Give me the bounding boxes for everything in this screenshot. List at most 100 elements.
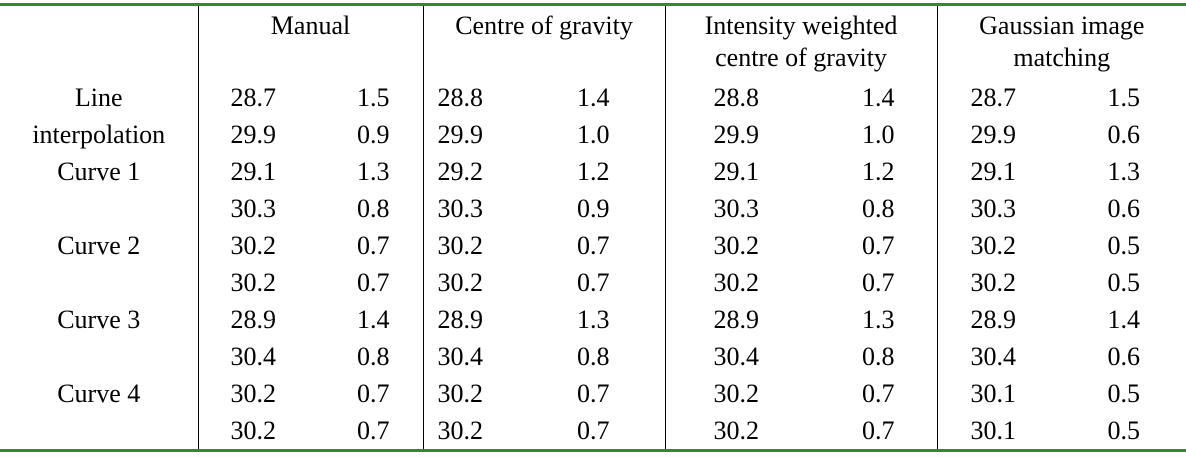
value-cell: 30.2	[422, 263, 545, 301]
row-label: Curve 4	[0, 375, 198, 451]
data-row: Curve 2 30.2 0.7 30.2 0.7 30.2 0.7 30.2 0.5	[0, 226, 1186, 264]
value-cell: 30.3	[664, 189, 802, 227]
row-label: Curve 2	[0, 227, 198, 301]
value-cell: 0.8	[862, 341, 895, 371]
value-cell: 0.6	[1107, 341, 1141, 371]
value-cell: 1.4	[1107, 304, 1141, 334]
data-row: Curve 4 30.2 0.7 30.2 0.7 30.2 0.7 30.1 0.5	[0, 374, 1186, 412]
value-cell: 0.7	[862, 267, 895, 297]
text-line: Curve 4	[57, 378, 141, 408]
text-line: Curve 1	[57, 156, 141, 186]
column-header: Centre of gravity	[422, 4, 666, 79]
value-cell: 30.2	[664, 263, 802, 301]
value-cell: 0.5	[1107, 415, 1141, 445]
value-cell: 0.6	[1107, 119, 1141, 149]
data-row: 29.9 0.9 29.9 1.0 29.9 1.0 29.9 0.6	[0, 115, 1186, 153]
value-cell: 30.3	[936, 189, 1062, 227]
text-line: Curve 3	[57, 304, 141, 334]
text-line: Manual	[270, 11, 351, 40]
value-cell: 0.8	[357, 193, 390, 223]
data-row: Line interpolation 28.7 1.5 28.8 1.4 28.8 1.4 28…	[0, 78, 1186, 149]
value-cell: 28.8	[664, 78, 802, 116]
text-line: interpolation	[32, 119, 166, 149]
value-cell: 29.1	[936, 152, 1062, 190]
value-cell: 29.9	[664, 115, 802, 153]
value-cell: 0.5	[1107, 267, 1141, 297]
value-cell: 1.3	[862, 304, 895, 334]
value-cell: 0.7	[357, 230, 390, 260]
value-cell: 30.2	[664, 374, 802, 412]
data-row: 30.3 0.8 30.3 0.9 30.3 0.8 30.3 0.6	[0, 189, 1186, 227]
value-cell: 29.1	[197, 152, 310, 190]
text-line: matching	[1013, 43, 1111, 72]
value-cell: 0.5	[1107, 230, 1141, 260]
value-cell: 1.3	[357, 156, 390, 186]
value-cell: 28.7	[936, 78, 1062, 116]
value-cell: 30.2	[664, 411, 802, 450]
value-cell: 0.9	[357, 119, 390, 149]
data-row: Curve 3 28.9 1.4 28.9 1.3 28.9 1.3 28.9 1.4	[0, 300, 1186, 338]
value-cell: 0.8	[577, 341, 610, 371]
value-cell: 29.2	[422, 152, 545, 190]
value-cell: 1.0	[862, 119, 895, 149]
value-cell: 1.4	[862, 82, 895, 112]
row-label: Curve 1	[0, 153, 198, 227]
value-cell: 30.2	[422, 226, 545, 264]
value-cell: 0.8	[357, 341, 390, 371]
value-cell: 0.9	[577, 193, 610, 223]
value-cell: 1.5	[357, 82, 390, 112]
value-cell: 30.2	[422, 374, 545, 412]
header-row: Manual Centre of gravity Intensity weighte…	[0, 4, 1186, 79]
value-cell: 29.9	[936, 115, 1062, 153]
value-cell: 1.4	[577, 82, 610, 112]
value-cell: 30.1	[936, 411, 1062, 450]
text-line: Centre of gravity	[455, 11, 633, 40]
data-row: 30.2 0.7 30.2 0.7 30.2 0.7 30.2 0.5	[0, 263, 1186, 301]
text-line: Curve 2	[57, 230, 141, 260]
text-line: Intensity weighted	[704, 11, 898, 40]
value-cell: 30.2	[197, 226, 310, 264]
value-cell: 28.9	[197, 300, 310, 338]
column-header: Intensity weighted centre of gravity	[664, 4, 938, 79]
value-cell: 30.1	[936, 374, 1062, 412]
value-cell: 28.8	[422, 78, 545, 116]
value-cell: 30.2	[664, 226, 802, 264]
value-cell: 29.9	[197, 115, 310, 153]
column-header: Gaussian image matching	[936, 4, 1186, 79]
value-cell: 0.6	[1107, 193, 1141, 223]
data-row: 30.4 0.8 30.4 0.8 30.4 0.8 30.4 0.6	[0, 337, 1186, 375]
data-row: 30.2 0.7 30.2 0.7 30.2 0.7 30.1 0.5	[0, 411, 1186, 450]
value-cell: 29.9	[422, 115, 545, 153]
results-table: Manual Centre of gravity Intensity weighte…	[0, 3, 1186, 452]
value-cell: 0.7	[357, 378, 390, 408]
value-cell: 1.2	[577, 156, 610, 186]
value-cell: 0.7	[357, 415, 390, 445]
value-cell: 1.0	[577, 119, 610, 149]
value-cell: 1.4	[357, 304, 390, 334]
value-cell: 28.9	[936, 300, 1062, 338]
value-cell: 30.4	[936, 337, 1062, 375]
value-cell: 30.4	[197, 337, 310, 375]
value-cell: 30.2	[197, 411, 310, 450]
value-cell: 0.5	[1107, 378, 1141, 408]
text-line: Gaussian image	[979, 11, 1145, 40]
value-cell: 0.7	[577, 267, 610, 297]
value-cell: 28.9	[664, 300, 802, 338]
value-cell: 0.7	[577, 230, 610, 260]
value-cell: 1.3	[577, 304, 610, 334]
value-cell: 30.3	[197, 189, 310, 227]
value-cell: 0.7	[862, 415, 895, 445]
text-line: centre of gravity	[715, 43, 887, 72]
value-cell: 29.1	[664, 152, 802, 190]
value-cell: 30.2	[197, 263, 310, 301]
value-cell: 30.2	[936, 226, 1062, 264]
value-cell: 30.4	[664, 337, 802, 375]
value-cell: 0.7	[862, 230, 895, 260]
value-cell: 30.2	[197, 374, 310, 412]
value-cell: 30.2	[936, 263, 1062, 301]
value-cell: 0.7	[862, 378, 895, 408]
value-cell: 1.2	[862, 156, 895, 186]
value-cell: 0.8	[862, 193, 895, 223]
value-cell: 28.9	[422, 300, 545, 338]
